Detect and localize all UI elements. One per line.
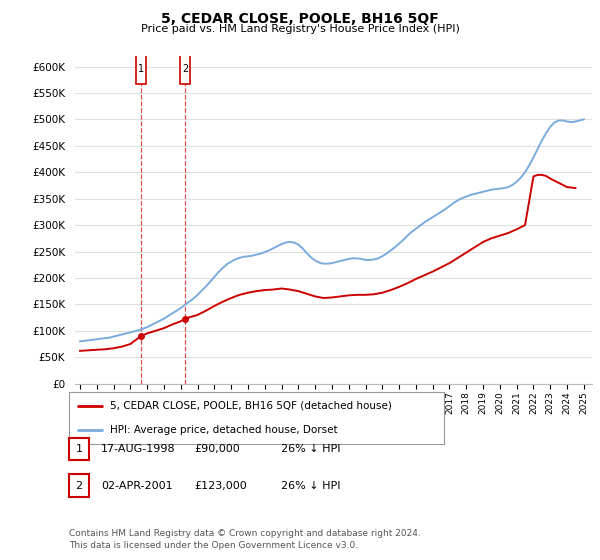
Text: 2: 2 (182, 64, 188, 74)
FancyBboxPatch shape (136, 54, 146, 84)
Text: 26% ↓ HPI: 26% ↓ HPI (281, 480, 340, 491)
Text: HPI: Average price, detached house, Dorset: HPI: Average price, detached house, Dors… (110, 424, 338, 435)
Text: £123,000: £123,000 (194, 480, 247, 491)
Text: 2: 2 (76, 480, 82, 491)
Text: £90,000: £90,000 (194, 444, 239, 454)
Text: 02-APR-2001: 02-APR-2001 (101, 480, 172, 491)
Text: 17-AUG-1998: 17-AUG-1998 (101, 444, 175, 454)
Text: 1: 1 (138, 64, 144, 74)
Text: Contains HM Land Registry data © Crown copyright and database right 2024.
This d: Contains HM Land Registry data © Crown c… (69, 529, 421, 550)
Text: 5, CEDAR CLOSE, POOLE, BH16 5QF (detached house): 5, CEDAR CLOSE, POOLE, BH16 5QF (detache… (110, 401, 392, 411)
Text: 26% ↓ HPI: 26% ↓ HPI (281, 444, 340, 454)
Text: 5, CEDAR CLOSE, POOLE, BH16 5QF: 5, CEDAR CLOSE, POOLE, BH16 5QF (161, 12, 439, 26)
FancyBboxPatch shape (180, 54, 190, 84)
Text: 1: 1 (76, 444, 82, 454)
Text: Price paid vs. HM Land Registry's House Price Index (HPI): Price paid vs. HM Land Registry's House … (140, 24, 460, 34)
